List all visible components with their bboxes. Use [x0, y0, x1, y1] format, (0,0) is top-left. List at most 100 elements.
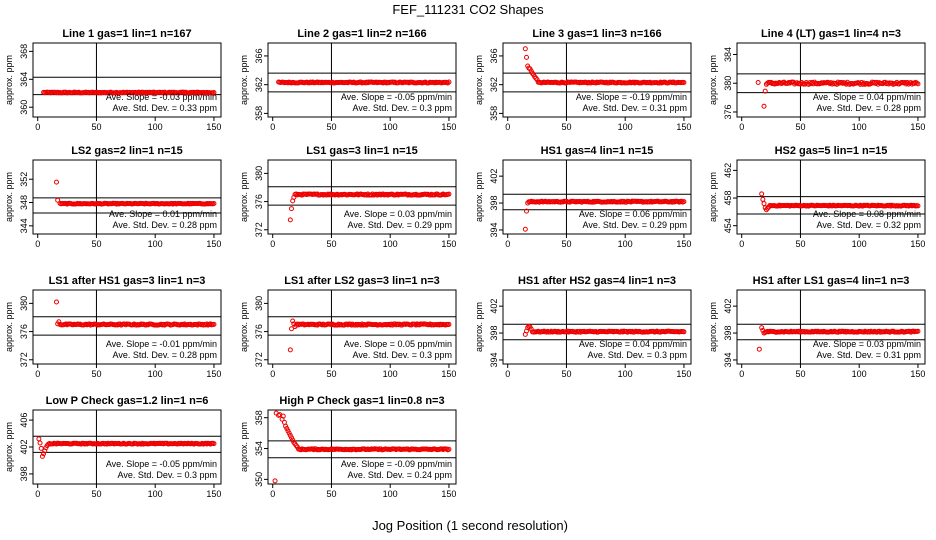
y-tick-label: 352 — [19, 172, 29, 187]
y-axis-label: approx. ppm — [708, 55, 718, 105]
data-point — [211, 201, 217, 207]
y-tick-label: 376 — [19, 324, 29, 339]
plot-frame — [267, 42, 457, 118]
data-point — [41, 451, 47, 457]
y-axis-label: approx. ppm — [474, 55, 484, 105]
x-tick-label: 0 — [35, 239, 40, 249]
x-tick-label: 0 — [739, 122, 744, 132]
panel-title: Low P Check gas=1.2 lin=1 n=6 — [46, 395, 209, 407]
y-tick-label: 364 — [19, 72, 29, 87]
x-tick-label: 50 — [561, 369, 571, 379]
std-dev-annotation: Ave. Std. Dev. = 0.3 ppm — [588, 350, 687, 360]
y-tick-label: 394 — [489, 352, 499, 367]
y-tick-label: 462 — [723, 163, 733, 178]
x-tick-label: 100 — [852, 239, 867, 249]
x-tick-label: 150 — [910, 122, 925, 132]
data-point — [446, 191, 452, 197]
data-point — [37, 440, 43, 446]
x-tick-label: 0 — [35, 122, 40, 132]
x-tick-label: 100 — [148, 239, 163, 249]
y-tick-label: 398 — [489, 326, 499, 341]
x-tick-label: 100 — [148, 369, 163, 379]
y-tick-label: 376 — [723, 104, 733, 119]
plot-frame — [267, 409, 457, 485]
x-tick-label: 0 — [505, 239, 510, 249]
x-tick-label: 150 — [676, 239, 691, 249]
std-dev-annotation: Ave. Std. Dev. = 0.3 ppm — [353, 103, 452, 113]
data-point — [211, 90, 217, 96]
panel-title: Line 4 (LT) gas=1 lin=4 n=3 — [761, 28, 901, 40]
panel-title: LS1 after HS1 gas=3 lin=1 n=3 — [49, 275, 206, 287]
data-point — [915, 328, 921, 334]
data-point — [445, 80, 451, 86]
y-tick-label: 348 — [19, 195, 29, 210]
y-tick-label: 384 — [723, 47, 733, 62]
y-tick-label: 358 — [254, 106, 264, 121]
y-tick-label: 376 — [254, 324, 264, 339]
x-tick-label: 50 — [795, 122, 805, 132]
plot-frame — [32, 289, 222, 365]
data-point — [760, 196, 766, 202]
std-dev-annotation: Ave. Std. Dev. = 0.29 ppm — [583, 220, 687, 230]
panel: Line 1 gas=1 lin=1 n=167 0 50 100 150 360 364 3… — [4, 28, 222, 132]
x-tick-label: 100 — [383, 239, 398, 249]
y-tick-label: 458 — [723, 191, 733, 206]
y-axis-label: approx. ppm — [239, 172, 249, 222]
std-dev-annotation: Ave. Std. Dev. = 0.28 ppm — [817, 103, 921, 113]
x-tick-label: 150 — [676, 369, 691, 379]
y-tick-label: 358 — [489, 106, 499, 121]
std-dev-annotation: Ave. Std. Dev. = 0.3 ppm — [118, 470, 217, 480]
data-point — [55, 197, 61, 203]
x-tick-label: 150 — [206, 489, 221, 499]
slope-annotation: Ave. Slope = -0.05 ppm/min — [341, 92, 452, 102]
data-point — [756, 346, 762, 352]
x-tick-label: 100 — [148, 489, 163, 499]
y-tick-label: 344 — [19, 218, 29, 233]
x-tick-label: 0 — [270, 239, 275, 249]
data-point — [762, 88, 768, 94]
data-point — [446, 321, 452, 327]
panel-title: HS2 gas=5 lin=1 n=15 — [775, 145, 888, 157]
std-dev-annotation: Ave. Std. Dev. = 0.31 ppm — [583, 103, 687, 113]
x-tick-label: 150 — [441, 239, 456, 249]
panel-title: Line 2 gas=1 lin=2 n=166 — [297, 28, 426, 40]
panel: Low P Check gas=1.2 lin=1 n=6 0 50 100 150 39… — [4, 395, 222, 499]
x-tick-label: 150 — [910, 369, 925, 379]
plot-frame — [32, 159, 222, 235]
slope-annotation: Ave. Slope = -0.03 ppm/min — [106, 92, 217, 102]
y-tick-label: 362 — [489, 77, 499, 92]
x-tick-label: 100 — [618, 122, 633, 132]
data-point — [446, 79, 452, 85]
x-tick-label: 50 — [795, 369, 805, 379]
data-point — [211, 321, 217, 327]
x-tick-label: 50 — [326, 369, 336, 379]
std-dev-annotation: Ave. Std. Dev. = 0.32 ppm — [817, 220, 921, 230]
data-point — [287, 347, 293, 353]
x-tick-label: 100 — [383, 369, 398, 379]
panel-title: HS1 after LS1 gas=4 lin=1 n=3 — [753, 275, 910, 287]
y-axis-label: approx. ppm — [474, 302, 484, 352]
slope-annotation: Ave. Slope = 0.03 ppm/min — [344, 209, 452, 219]
y-tick-label: 366 — [489, 48, 499, 63]
data-point — [39, 453, 45, 459]
panel-title: HS1 gas=4 lin=1 n=15 — [541, 145, 654, 157]
data-point — [291, 194, 297, 200]
data-point — [446, 446, 452, 452]
panel: LS1 gas=3 lin=1 n=15 0 50 100 150 372 376 380 ap… — [239, 145, 457, 249]
x-tick-label: 100 — [618, 369, 633, 379]
panel: HS1 after HS2 gas=4 lin=1 n=3 0 50 100 150 39… — [474, 275, 692, 379]
plot-frame — [736, 42, 926, 118]
std-dev-annotation: Ave. Std. Dev. = 0.28 ppm — [113, 220, 217, 230]
data-point — [759, 325, 765, 331]
y-axis-label: approx. ppm — [708, 172, 718, 222]
y-tick-label: 398 — [19, 466, 29, 481]
x-tick-label: 0 — [505, 122, 510, 132]
x-tick-label: 0 — [270, 369, 275, 379]
y-tick-label: 372 — [254, 352, 264, 367]
data-point — [681, 329, 687, 335]
data-point — [524, 208, 529, 214]
data-point — [289, 326, 294, 332]
y-tick-label: 394 — [489, 222, 499, 237]
data-point — [524, 54, 529, 60]
figure-title: FEF_111231 CO2 Shapes — [392, 2, 544, 17]
